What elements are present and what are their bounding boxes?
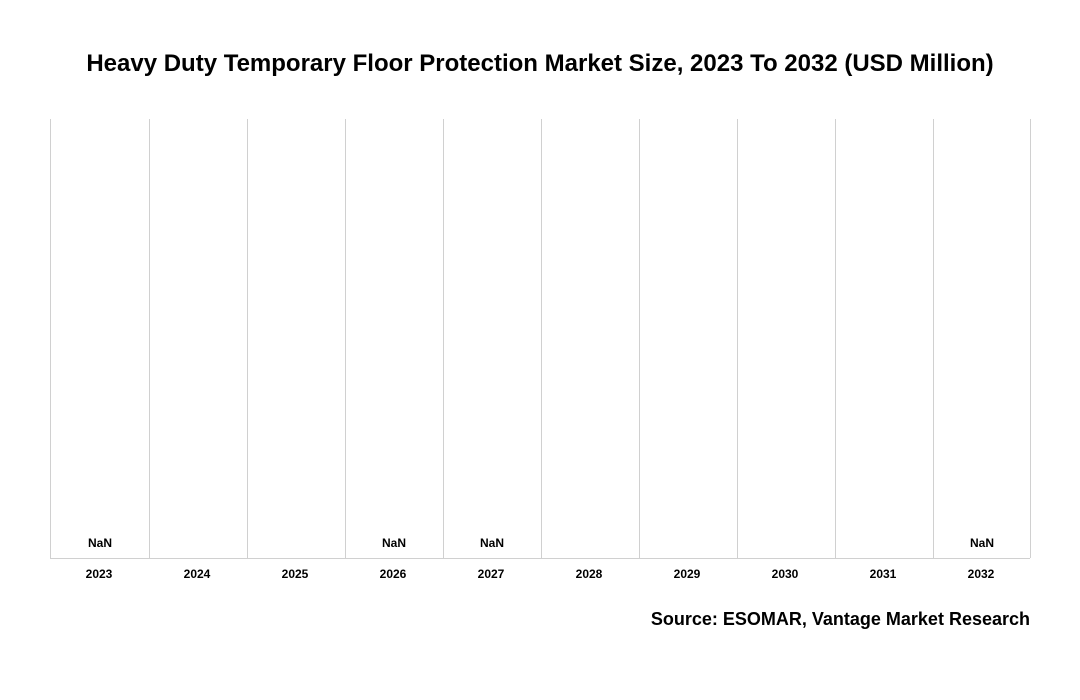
x-tick-label: 2028 <box>540 567 638 581</box>
bar-value-label: NaN <box>345 536 443 550</box>
plot-area: NaN NaN NaN NaN <box>50 119 1030 559</box>
x-tick-label: 2027 <box>442 567 540 581</box>
bar-value-label: NaN <box>443 536 541 550</box>
x-tick-label: 2030 <box>736 567 834 581</box>
bar-value-label: NaN <box>933 536 1031 550</box>
x-axis-labels: 2023 2024 2025 2026 2027 2028 2029 2030 … <box>50 559 1030 587</box>
x-tick-label: 2025 <box>246 567 344 581</box>
bar-slot <box>835 119 933 558</box>
bar-slot: NaN <box>345 119 443 558</box>
x-tick-label: 2026 <box>344 567 442 581</box>
bar-slot: NaN <box>51 119 149 558</box>
x-tick-label: 2032 <box>932 567 1030 581</box>
chart-container: Heavy Duty Temporary Floor Protection Ma… <box>50 48 1030 630</box>
bar-slot <box>247 119 345 558</box>
chart-title: Heavy Duty Temporary Floor Protection Ma… <box>50 48 1030 79</box>
bar-slot <box>737 119 835 558</box>
x-tick-label: 2023 <box>50 567 148 581</box>
bar-slot: NaN <box>443 119 541 558</box>
bar-value-label: NaN <box>51 536 149 550</box>
bar-slot <box>149 119 247 558</box>
bar-slot <box>541 119 639 558</box>
source-attribution: Source: ESOMAR, Vantage Market Research <box>50 609 1030 630</box>
x-tick-label: 2029 <box>638 567 736 581</box>
bar-slot: NaN <box>933 119 1031 558</box>
bar-slot <box>639 119 737 558</box>
x-tick-label: 2031 <box>834 567 932 581</box>
x-tick-label: 2024 <box>148 567 246 581</box>
